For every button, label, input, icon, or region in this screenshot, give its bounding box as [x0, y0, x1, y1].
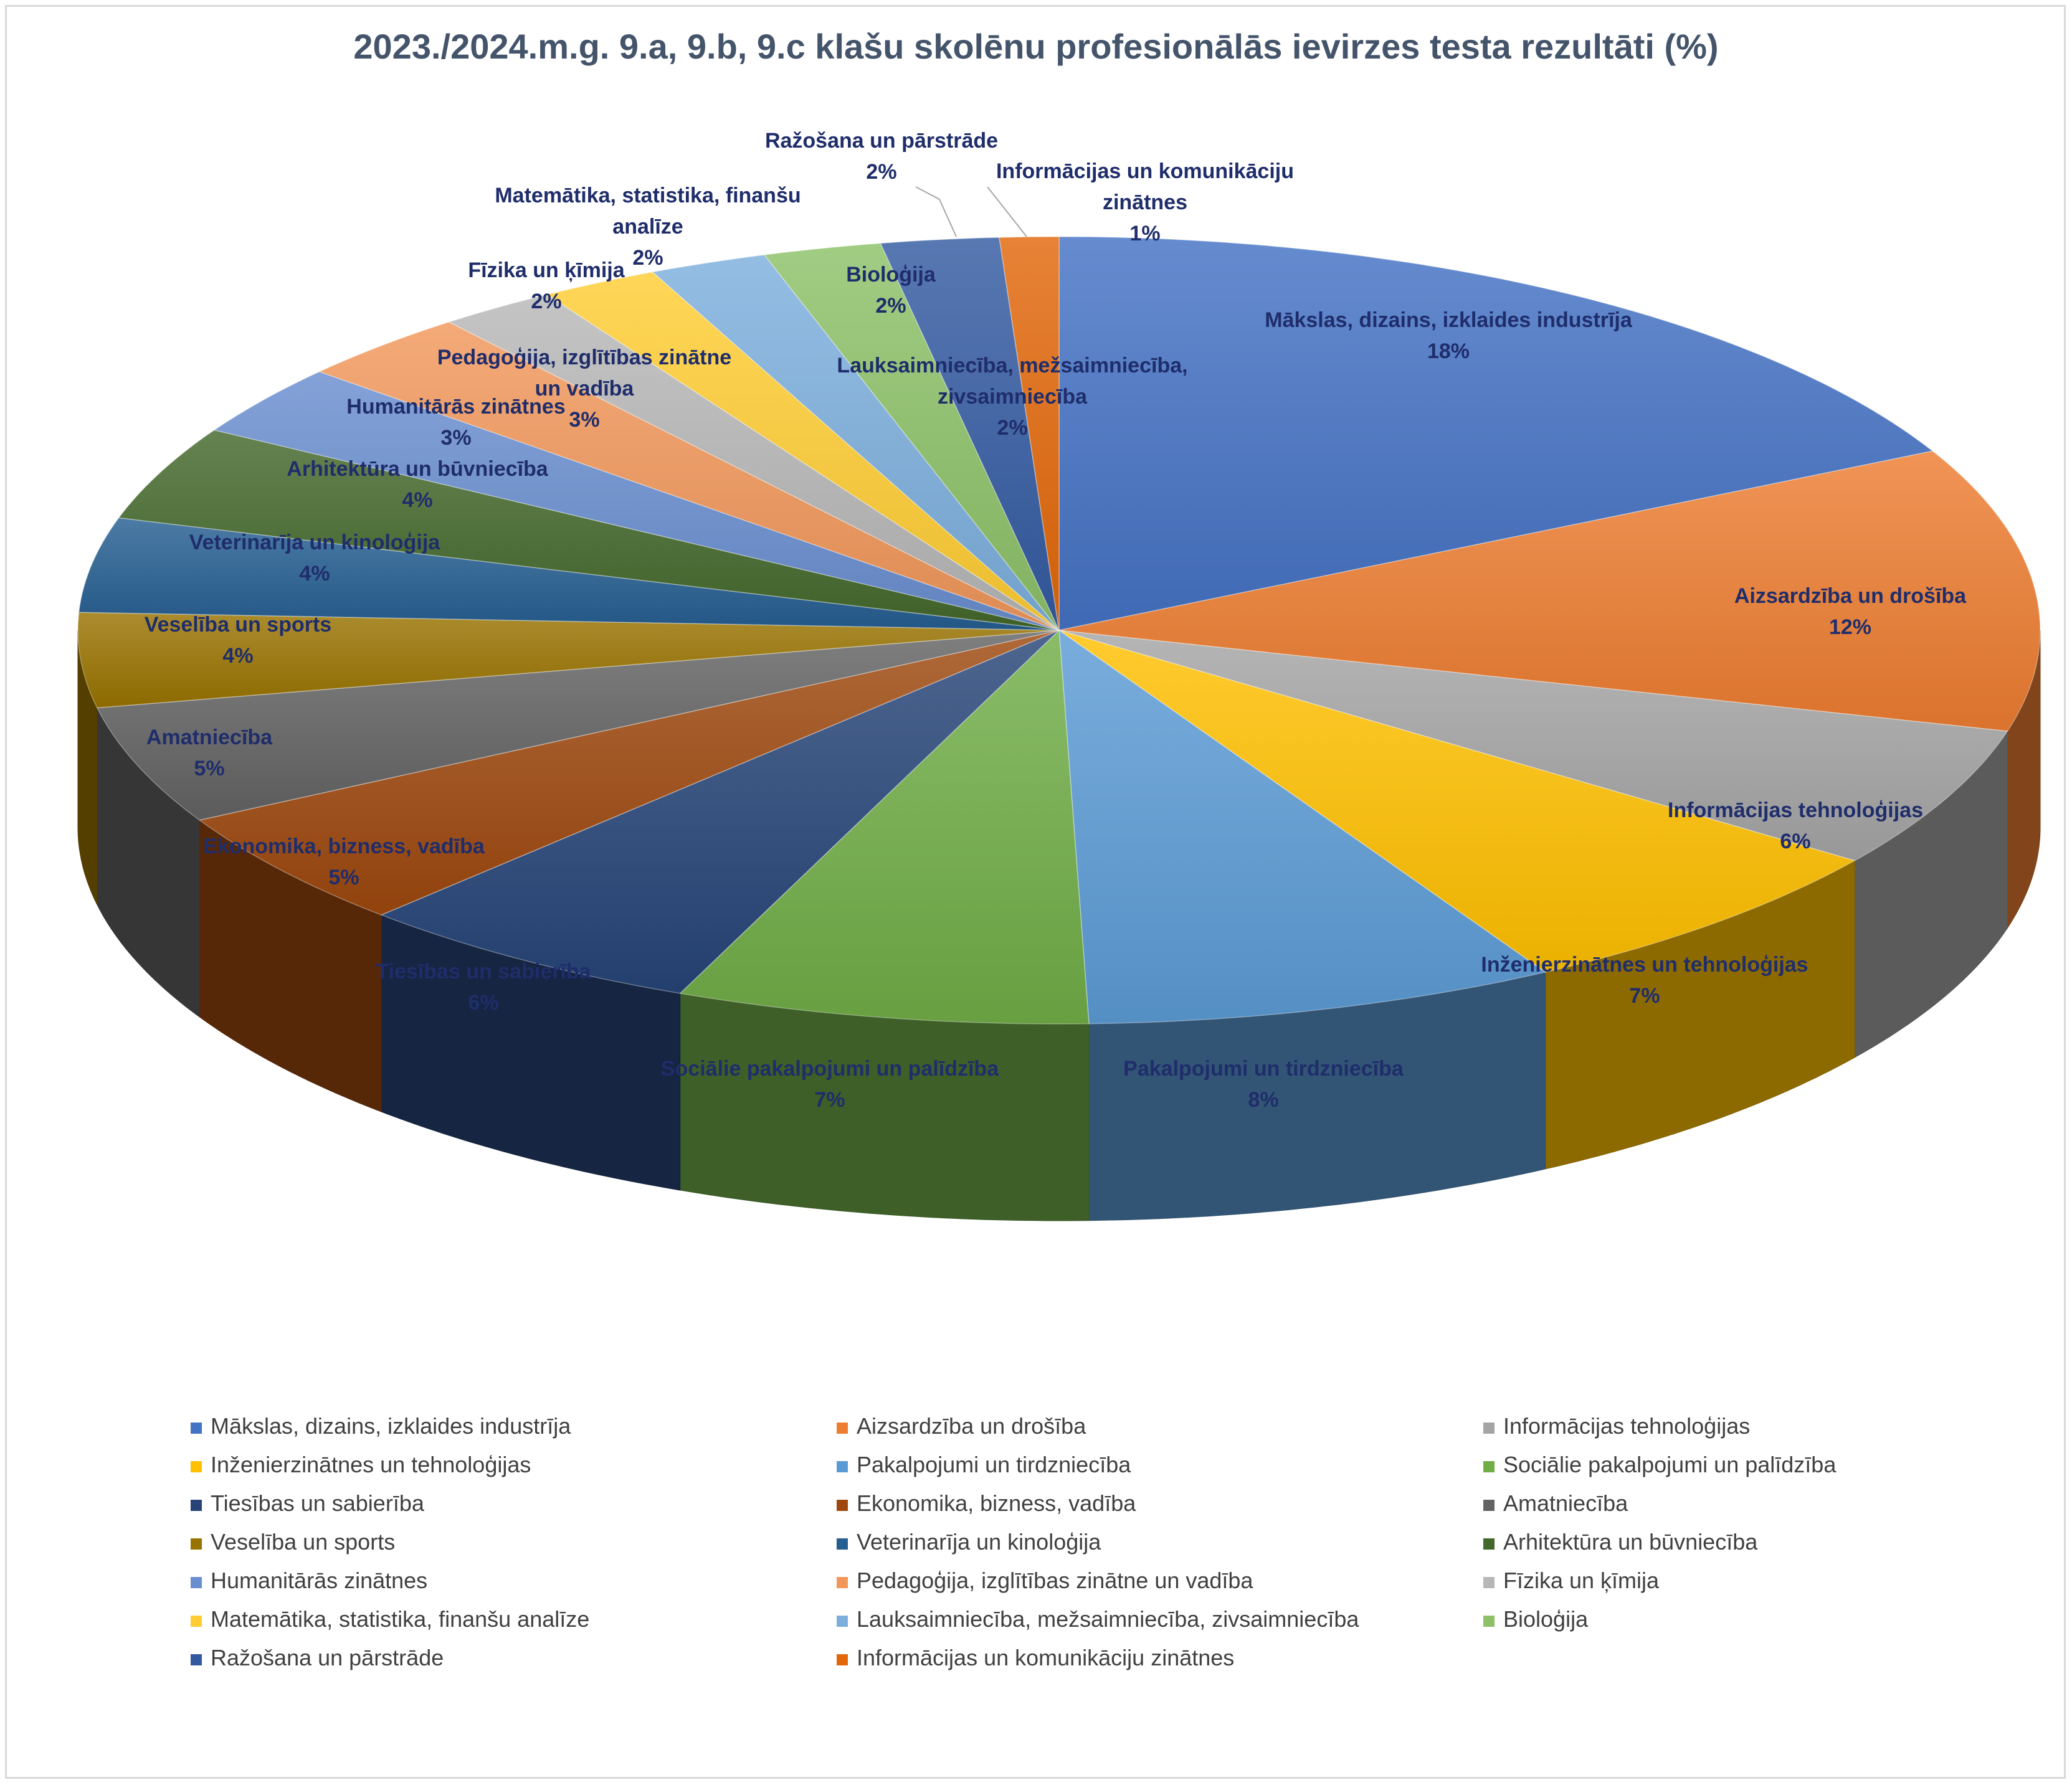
- legend: Mākslas, dizains, izklaides industrīja Ai…: [191, 1413, 1837, 1670]
- pie-slice: [118, 429, 1060, 631]
- data-label: Ekonomika, bizness, vadība 5%: [203, 835, 485, 889]
- legend-swatch: [191, 1500, 202, 1511]
- pie-slice: [1058, 236, 1934, 631]
- legend-swatch: [837, 1461, 848, 1472]
- data-label: Informācijas tehnoloģijas 6%: [1668, 798, 1923, 853]
- legend-swatch: [837, 1577, 848, 1588]
- legend-entry: Tiesības un sabierība: [211, 1490, 425, 1516]
- data-label: Tiesības un sabierība 6%: [376, 960, 591, 1015]
- slice-side: [680, 993, 1090, 1221]
- legend-swatch: [1483, 1423, 1495, 1434]
- data-label: Sociālie pakalpojumi un palīdzība 7%: [661, 1057, 999, 1112]
- legend-entry: Lauksaimniecība, mežsaimniecība, zivsaim…: [857, 1606, 1359, 1632]
- legend-entry: Mākslas, dizains, izklaides industrīja: [211, 1413, 571, 1439]
- legend-entry: Bioloģija: [1503, 1606, 1589, 1632]
- pie-slice: [96, 630, 1060, 821]
- data-label: Veterinarīja un kinoloģija 4%: [189, 531, 441, 585]
- data-label: Aizsardzība un drošība 12%: [1734, 584, 1967, 639]
- legend-entry: Amatniecība: [1503, 1490, 1628, 1516]
- legend-swatch: [1483, 1500, 1495, 1511]
- pie-slice: [77, 612, 1060, 709]
- pie-slice: [447, 294, 1060, 631]
- legend-swatch: [1483, 1461, 1495, 1472]
- legend-swatch: [1483, 1538, 1495, 1550]
- legend-entry: Pakalpojumi un tirdzniecība: [857, 1452, 1131, 1477]
- pie-slices: [77, 236, 2041, 1025]
- legend-swatch: [837, 1538, 848, 1550]
- legend-entry: Informācijas un komunikāciju zinātnes: [857, 1645, 1234, 1670]
- legend-swatch: [191, 1423, 202, 1434]
- pie-slice: [679, 629, 1090, 1025]
- pie-slice: [763, 242, 1060, 631]
- data-label: Amatniecība 5%: [146, 726, 273, 780]
- leader-line: [915, 186, 957, 237]
- pie-slice: [1058, 450, 2041, 732]
- legend-swatch: [191, 1538, 202, 1550]
- pie-slice: [198, 630, 1060, 916]
- legend-swatch: [191, 1577, 202, 1588]
- data-label: Arhitektūra un būvniecība 4%: [287, 457, 548, 512]
- legend-entry: Aizsardzība un drošība: [857, 1413, 1086, 1439]
- data-label: Ražošana un pārstrāde 2%: [765, 129, 998, 184]
- pie-slice: [652, 254, 1060, 631]
- pie-slice: [78, 517, 1060, 631]
- legend-entry: Sociālie pakalpojumi un palīdzība: [1503, 1452, 1837, 1477]
- legend-swatch: [191, 1616, 202, 1627]
- pie-slice: [1058, 629, 1547, 1025]
- legend-swatch: [837, 1616, 848, 1627]
- legend-swatch: [191, 1461, 202, 1472]
- pie-slice: [1058, 630, 2008, 861]
- legend-swatch: [837, 1423, 848, 1434]
- pie-3d-sides: [77, 630, 2041, 1221]
- data-label: Pedagoģija, izglītības zinātne un vadība 3…: [437, 346, 731, 432]
- data-label: Lauksaimniecība, mežsaimniecība, zivsaimn…: [837, 354, 1187, 440]
- data-label: Pakalpojumi un tirdzniecība 8%: [1123, 1057, 1404, 1112]
- pie-slice: [546, 271, 1060, 631]
- legend-entry: Inženierzinātnes un tehnoloģijas: [211, 1452, 531, 1477]
- legend-swatch: [837, 1500, 848, 1511]
- pie-slice: [1058, 630, 1856, 973]
- legend-swatch: [1483, 1616, 1495, 1627]
- legend-entry: Arhitektūra un būvniecība: [1503, 1529, 1758, 1555]
- pie-slice: [213, 371, 1060, 631]
- legend-entry: Veselība un sports: [211, 1529, 395, 1555]
- data-label: Veselība un sports 4%: [145, 613, 331, 668]
- legend-entry: Fīzika un ķīmija: [1503, 1568, 1660, 1593]
- leader-lines: [915, 186, 1027, 237]
- pie-slice: [318, 321, 1060, 631]
- data-label: Matemātika, statistika, finanšu analīze 2%: [495, 184, 801, 270]
- pie-slice: [380, 630, 1060, 994]
- chart-title: 2023./2024.m.g. 9.a, 9.b, 9.c klašu skol…: [353, 27, 1718, 66]
- legend-entry: Ražošana un pārstrāde: [211, 1645, 444, 1670]
- legend-swatch: [191, 1654, 202, 1665]
- leader-line: [987, 186, 1027, 237]
- data-label: Informācijas un komunikāciju zinātnes 1%: [996, 159, 1294, 245]
- pie-slice: [880, 237, 1060, 631]
- data-labels: Mākslas, dizains, izklaides industrīja 18…: [145, 129, 1967, 1112]
- legend-entry: Pedagoģija, izglītības zinātne un vadība: [857, 1568, 1253, 1593]
- data-label: Bioloģija 2%: [846, 263, 936, 318]
- pie-slice: [999, 236, 1060, 631]
- data-label: Humanitārās zinātnes 3%: [346, 395, 565, 450]
- data-label: Inženierzinātnes un tehnoloģijas 7%: [1481, 953, 1808, 1008]
- legend-entry: Informācijas tehnoloģijas: [1503, 1413, 1750, 1439]
- legend-swatch: [1483, 1577, 1495, 1588]
- legend-entry: Humanitārās zinātnes: [211, 1568, 427, 1593]
- chart-frame: [5, 5, 2066, 1779]
- legend-entry: Matemātika, statistika, finanšu analīze: [211, 1606, 589, 1632]
- legend-entry: Ekonomika, bizness, vadība: [857, 1490, 1136, 1516]
- data-label: Fīzika un ķīmija 2%: [468, 258, 625, 313]
- legend-swatch: [837, 1654, 848, 1665]
- legend-entry: Veterinarīja un kinoloģija: [857, 1529, 1101, 1555]
- data-label: Mākslas, dizains, izklaides industrīja 18…: [1265, 308, 1633, 363]
